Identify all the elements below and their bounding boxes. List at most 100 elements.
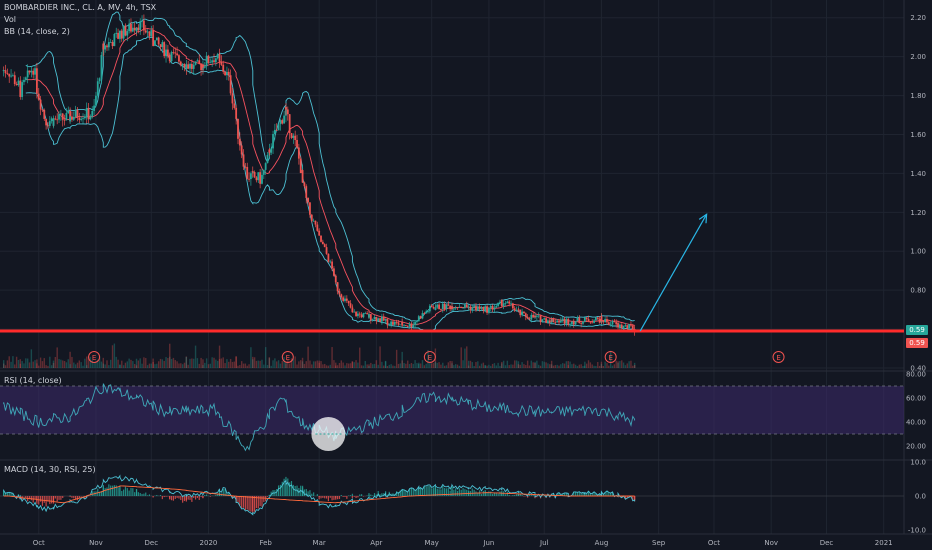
candle-body (410, 323, 413, 328)
macd-histogram-bar (458, 488, 460, 496)
macd-histogram-bar (399, 490, 401, 496)
volume-bar (54, 357, 57, 368)
macd-histogram-bar (438, 489, 440, 496)
macd-histogram-bar (480, 493, 483, 496)
last-price-tag: 0.59 (906, 325, 928, 335)
macd-histogram-bar (73, 496, 75, 499)
macd-histogram-bar (519, 493, 521, 496)
candle-body (626, 325, 629, 329)
volume-bar (359, 347, 361, 368)
macd-histogram-bar (351, 496, 353, 499)
candle-body (196, 60, 199, 62)
macd-histogram-bar (132, 488, 134, 496)
candle-body (262, 169, 265, 175)
volume-bar (412, 363, 414, 368)
macd-line (3, 474, 636, 516)
volume-bar (261, 359, 263, 368)
candle-body (131, 27, 134, 32)
candle-body (152, 42, 155, 47)
macd-histogram-bar (471, 488, 473, 496)
candle-body (200, 63, 202, 71)
volume-bar (78, 360, 81, 368)
projection-arrow (639, 213, 708, 332)
volume-bar (285, 363, 287, 368)
volume-bar (360, 365, 363, 368)
macd-histogram-bar (169, 496, 171, 499)
candle-body (380, 316, 383, 322)
volume-bar (383, 365, 385, 368)
candle-body (482, 306, 485, 311)
macd-histogram-bar (586, 493, 588, 496)
macd-histogram-bar (253, 496, 256, 512)
candle-body (351, 308, 354, 313)
volume-bar (119, 364, 121, 368)
time-axis[interactable]: Oct Nov Dec 2020 Feb Mar Apr May Jun Jul Aug Sep Oct… (33, 539, 893, 547)
candle-body (34, 68, 36, 75)
volume-bar (28, 362, 31, 368)
candle-body (430, 305, 433, 307)
macd-histogram-bar (344, 496, 346, 497)
volume-bar (12, 356, 14, 368)
price-axis[interactable]: 2.202.001.801.601.401.201.000.800.600.40… (906, 14, 926, 534)
candle-body (17, 80, 20, 86)
candle-body (384, 319, 387, 320)
candle-body (344, 298, 346, 301)
macd-histogram-bar (361, 494, 363, 496)
volume-bar (187, 364, 189, 368)
candle-body (257, 172, 260, 181)
macd-histogram-bar (386, 494, 389, 496)
projection-arrow-head (698, 213, 708, 224)
macd-histogram-bar (52, 496, 55, 504)
volume-bar (74, 364, 77, 368)
candle-body (441, 303, 444, 310)
candle-body (161, 42, 164, 48)
candle-body (117, 32, 119, 39)
volume-bar (499, 365, 501, 368)
volume-bar (580, 364, 582, 368)
earnings-marker (772, 351, 785, 363)
candle-body (172, 52, 175, 53)
candle-body (373, 317, 376, 320)
volume-bar (290, 358, 293, 368)
volume-bar (185, 356, 188, 368)
earnings-marker (281, 351, 294, 363)
macd-histogram-bar (242, 496, 245, 508)
macd-histogram-bar (397, 492, 400, 496)
volume-bar (536, 360, 538, 368)
volume-bar (309, 360, 311, 368)
candle-body (28, 70, 31, 73)
rsi-tick-label: 60.00 (906, 395, 926, 403)
macd-histogram-bar (182, 496, 184, 503)
macd-histogram-bar (110, 485, 112, 496)
candle-body (111, 42, 114, 47)
candle-body (183, 63, 186, 68)
macd-histogram-bar (309, 490, 311, 496)
volume-bar (248, 364, 250, 368)
macd-histogram-bar (528, 493, 531, 496)
volume-bar (591, 364, 593, 368)
candle-body (216, 53, 219, 59)
candle-body (578, 317, 581, 324)
macd-histogram-bar (193, 496, 195, 499)
volume-bar (145, 358, 147, 368)
candle-body (314, 220, 317, 225)
volume-bar (106, 360, 108, 368)
earnings-marker-label: E (776, 354, 780, 362)
macd-histogram-bar (130, 487, 132, 496)
chart-title: BOMBARDIER INC., CL. A, MV, 4h, TSX (4, 3, 157, 12)
volume-bar (183, 362, 186, 368)
macd-histogram-bar (490, 491, 492, 496)
candle-body (233, 103, 236, 108)
candle-body (109, 42, 112, 43)
volume-bar (312, 361, 315, 368)
candle-body (582, 321, 584, 324)
time-tick-label: Aug (595, 539, 609, 547)
macd-histogram-bar (163, 496, 165, 498)
volume-bar (397, 363, 400, 368)
candle-body (296, 140, 298, 148)
candle-body (622, 325, 625, 329)
macd-histogram-bar (71, 496, 73, 498)
volume-bar (255, 360, 258, 368)
rsi-band (0, 386, 904, 434)
